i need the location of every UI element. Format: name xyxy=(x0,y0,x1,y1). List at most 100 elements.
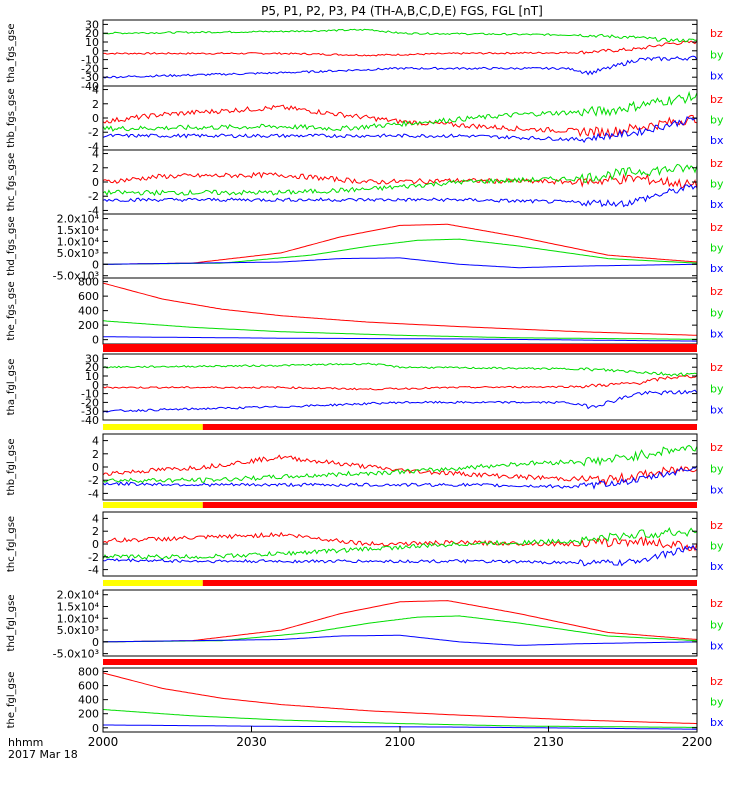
series-bz-line xyxy=(102,171,698,189)
legend-bx: bx xyxy=(710,198,724,211)
y-tick-label: 200 xyxy=(78,319,99,332)
series-bz-line xyxy=(102,374,698,391)
panel-frame xyxy=(102,667,698,733)
y-tick-label: 4 xyxy=(92,435,99,448)
y-tick-label: 0 xyxy=(92,45,99,58)
x-tick-label: 2200 xyxy=(682,735,713,749)
series-bz-line xyxy=(102,454,698,486)
legend-bz: bz xyxy=(710,157,723,170)
series-bz-line xyxy=(103,223,698,265)
legend-by: by xyxy=(710,306,724,319)
y-tick-label: 2 xyxy=(92,525,99,538)
panel-frame xyxy=(102,433,698,501)
x-tick-label: 2000 xyxy=(88,735,119,749)
series-bz-line xyxy=(102,282,698,336)
panel-frame xyxy=(102,149,698,215)
y-axis-label: thb_fgs_gse xyxy=(6,88,17,147)
y-tick-label: 20 xyxy=(85,361,99,374)
y-axis-label: the_fgl_gse xyxy=(6,672,17,729)
y-tick-label: 2 xyxy=(92,448,99,461)
y-tick-label: -20 xyxy=(81,396,99,409)
panel-thc_fgl_gse: 420-2-4 thc_fgl_gse bz by bx xyxy=(6,511,724,577)
legend-bx: bx xyxy=(710,69,724,82)
legend-bx: bx xyxy=(710,262,724,275)
status-bar xyxy=(103,580,698,586)
series-bx-line xyxy=(102,336,697,342)
y-tick-label: 1.0x10⁴ xyxy=(57,235,100,248)
y-tick-label: 400 xyxy=(78,694,99,707)
y-axis-label: the_fgs_gse xyxy=(6,281,17,340)
series-bx-line xyxy=(103,257,697,269)
x-tick-label: 2130 xyxy=(533,735,564,749)
series-bx-line xyxy=(102,465,698,490)
panel-frame xyxy=(102,511,698,577)
status-bar-red xyxy=(103,659,697,665)
legend-bx: bx xyxy=(710,639,724,652)
y-tick-label: 5.0x10³ xyxy=(57,247,99,260)
y-tick-label: -2 xyxy=(88,474,99,487)
legend-bz: bz xyxy=(710,221,723,234)
y-tick-label: 200 xyxy=(78,708,99,721)
legend-bz: bz xyxy=(710,285,723,298)
y-tick-label: 5.0x10³ xyxy=(57,624,99,637)
series-bx-line xyxy=(102,634,697,646)
legend-by: by xyxy=(710,462,724,475)
y-tick-label: 0 xyxy=(92,538,99,551)
y-tick-label: 10 xyxy=(85,370,99,383)
panel-frame xyxy=(102,85,698,151)
status-bar-yellow xyxy=(103,424,203,430)
y-tick-label: 2 xyxy=(92,162,99,175)
y-tick-label: 4 xyxy=(92,512,99,525)
legend-by: by xyxy=(710,382,724,395)
y-tick-label: 800 xyxy=(78,666,99,679)
series-bx-line xyxy=(102,544,698,567)
y-axis-label: thd_fgl_gse xyxy=(6,595,17,652)
series-by-line xyxy=(102,90,698,132)
series-by-line xyxy=(102,527,698,560)
series-by-line xyxy=(102,444,698,484)
y-tick-label: -2 xyxy=(88,551,99,564)
panel-frame xyxy=(102,213,698,279)
series-by-line xyxy=(102,28,698,43)
series-bz-line xyxy=(102,672,698,725)
y-tick-label: 4 xyxy=(92,148,99,161)
y-tick-label: -20 xyxy=(81,62,99,75)
legend-bz: bz xyxy=(710,675,723,688)
y-tick-label: -4 xyxy=(88,564,99,577)
legend-bz: bz xyxy=(710,597,723,610)
y-tick-label: 0 xyxy=(92,461,99,474)
panel-thc_fgs_gse: 420-2-4 thc_fgs_gse bz by bx xyxy=(6,148,724,218)
status-bar xyxy=(103,344,697,352)
y-axis-label: thc_fgl_gse xyxy=(6,516,17,572)
status-bar-red xyxy=(103,344,697,352)
panel-frame xyxy=(102,589,698,657)
series-by-line xyxy=(102,362,698,377)
status-bar-red xyxy=(202,502,698,508)
y-tick-label: 2 xyxy=(92,98,99,111)
legend-bz: bz xyxy=(710,519,723,532)
y-tick-label: 600 xyxy=(78,290,99,303)
x-axis: 2000 2030 2100 2130 2200 xyxy=(88,726,713,749)
y-tick-label: 10 xyxy=(85,36,99,49)
series-bx-line xyxy=(102,55,698,79)
y-axis-label: tha_fgs_gse xyxy=(6,23,17,82)
y-tick-label: 30 xyxy=(85,18,99,31)
y-tick-label: -2 xyxy=(88,190,99,203)
y-tick-label: 0 xyxy=(92,112,99,125)
y-tick-label: 800 xyxy=(78,276,99,289)
status-bar xyxy=(103,502,698,508)
legend-bx: bx xyxy=(710,327,724,340)
legend-bz: bz xyxy=(710,27,723,40)
series-by-line xyxy=(102,320,697,340)
series-bz-line xyxy=(102,104,698,138)
y-tick-label: 600 xyxy=(78,680,99,693)
legend-bz: bz xyxy=(710,441,723,454)
x-tick-label: 2030 xyxy=(236,735,267,749)
legend-by: by xyxy=(710,241,724,254)
y-tick-label: 1.5x10⁴ xyxy=(57,224,100,237)
legend-bx: bx xyxy=(710,403,724,416)
legend-by: by xyxy=(710,177,724,190)
